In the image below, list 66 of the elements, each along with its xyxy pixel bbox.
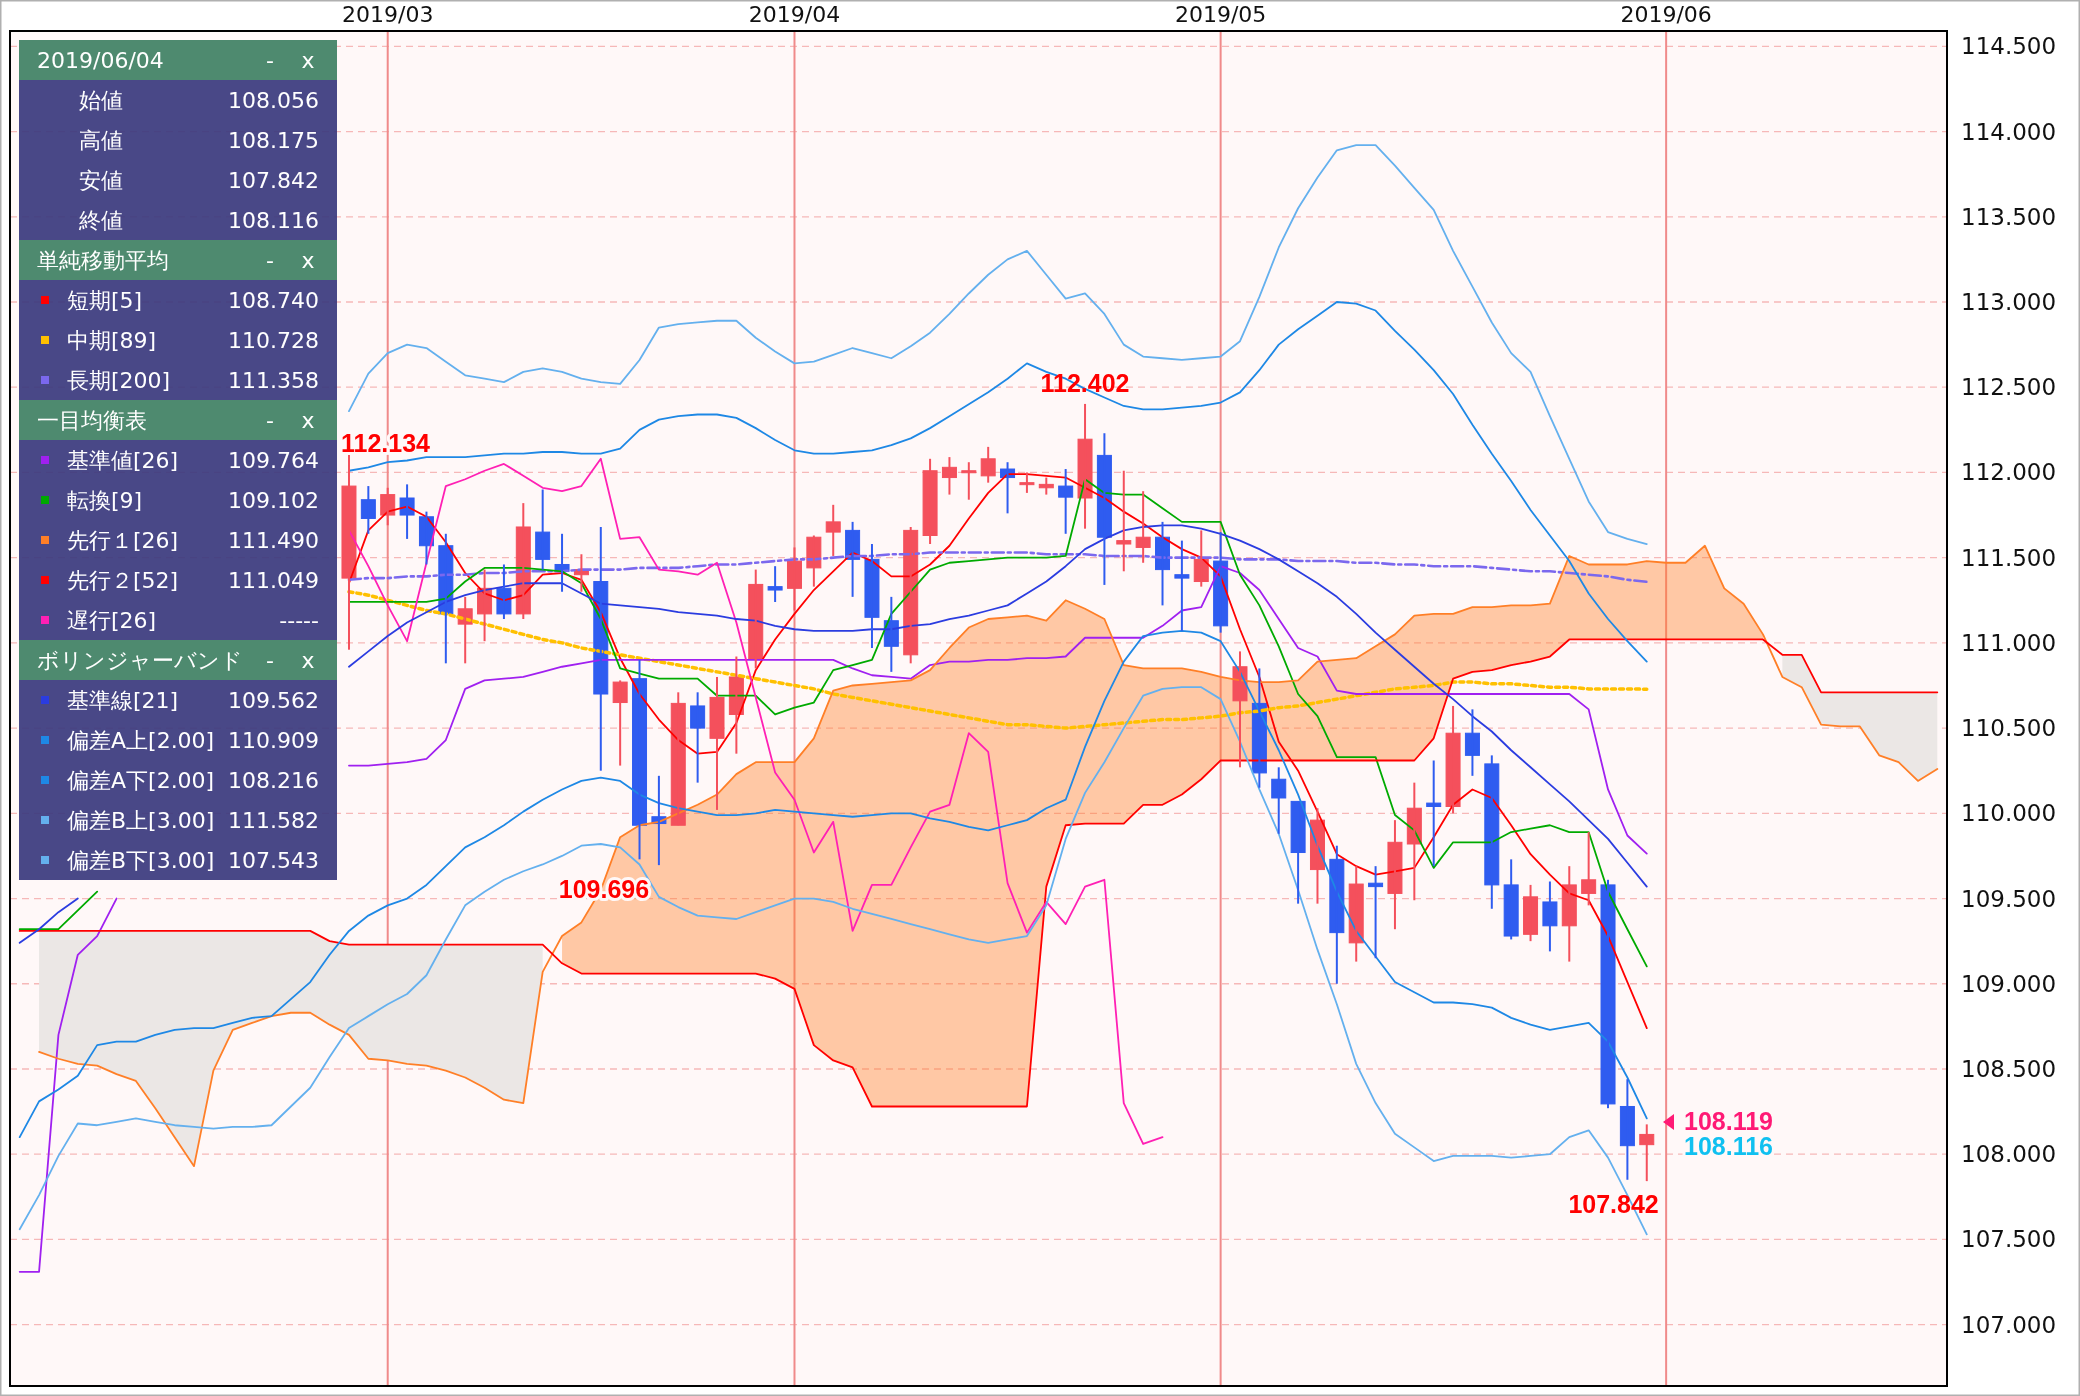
legend-label: 遅行[26] — [67, 607, 157, 633]
y-tick-label: 110.500 — [1961, 715, 2057, 742]
annotation: 111.049 — [228, 567, 319, 593]
legend-label: 偏差B上[3.00] — [67, 807, 215, 833]
y-tick-label: 111.500 — [1961, 544, 2057, 571]
annotation: 109.764 — [228, 447, 319, 473]
annotation: 111.490 — [228, 527, 319, 553]
legend-label: 基準線[21] — [67, 687, 179, 713]
annotation: - — [266, 247, 274, 273]
legend-label: 偏差A上[2.00] — [67, 727, 215, 753]
y-tick-label: 114.000 — [1961, 118, 2057, 145]
y-tick-label: 108.500 — [1961, 1055, 2057, 1082]
x-tick-label: 2019/04 — [748, 2, 841, 27]
annotation: 108.175 — [228, 127, 319, 153]
annotation: x — [301, 647, 315, 673]
y-tick-label: 107.000 — [1961, 1311, 2057, 1338]
y-tick-label: 109.000 — [1961, 970, 2057, 997]
y-tick-label: 113.500 — [1961, 203, 2057, 230]
annotation: 一目均衡表 — [37, 407, 147, 433]
annotation: ----- — [279, 607, 319, 633]
annotation: 高値 — [79, 127, 123, 153]
y-tick-label: 110.000 — [1961, 800, 2057, 827]
annotation: 108.216 — [228, 767, 319, 793]
y-tick-label: 114.500 — [1961, 33, 2057, 60]
annotation: 2019/06/04 — [37, 47, 164, 73]
annotation: 単純移動平均 — [37, 247, 169, 273]
legend-label: 中期[89] — [67, 327, 157, 353]
x-tick-label: 2019/03 — [342, 2, 434, 27]
annotation: - — [266, 407, 274, 433]
y-tick-label: 112.500 — [1961, 374, 2057, 401]
annotation: 110.728 — [228, 327, 319, 353]
annotation: - — [266, 47, 274, 73]
annotation: 109.562 — [228, 687, 319, 713]
annotation: 107.842 — [228, 167, 319, 193]
legend-label: 長期[200] — [67, 367, 171, 393]
y-tick-label: 113.000 — [1961, 289, 2057, 315]
y-tick-label: 108.000 — [1961, 1141, 2057, 1168]
x-tick-label: 2019/05 — [1174, 2, 1267, 27]
annotation: x — [301, 247, 315, 273]
y-tick-label: 112.000 — [1961, 459, 2057, 486]
legend-label: 偏差A下[2.00] — [67, 767, 215, 793]
legend-label: 基準値[26] — [67, 447, 179, 473]
annotation: x — [301, 407, 315, 433]
annotation: - — [266, 647, 274, 673]
annotation: 安値 — [79, 167, 123, 193]
annotation: 107.543 — [228, 847, 319, 873]
annotation: 111.582 — [228, 807, 319, 833]
y-tick-label: 107.500 — [1961, 1226, 2057, 1253]
x-tick-label: 2019/06 — [1620, 2, 1712, 27]
annotation: 110.909 — [228, 727, 319, 753]
legend-label: 転換[9] — [67, 487, 143, 513]
y-tick-label: 111.000 — [1961, 629, 2057, 656]
y-tick-label: 109.500 — [1961, 885, 2057, 912]
annotation: 111.358 — [228, 367, 319, 393]
annotation: 始値 — [79, 87, 123, 113]
annotation: 108.740 — [228, 287, 319, 313]
legend-label: 先行１[26] — [67, 527, 179, 553]
annotation: 終値 — [78, 207, 123, 233]
annotation: 109.102 — [228, 487, 319, 513]
legend-label: 先行２[52] — [67, 567, 179, 593]
annotation: 108.056 — [228, 87, 319, 113]
legend-label: 短期[5] — [67, 287, 143, 313]
annotation: ボリンジャーバンド — [37, 647, 243, 673]
legend-label: 偏差B下[3.00] — [67, 847, 215, 873]
annotation: x — [301, 47, 315, 73]
annotation: 108.116 — [228, 207, 319, 233]
